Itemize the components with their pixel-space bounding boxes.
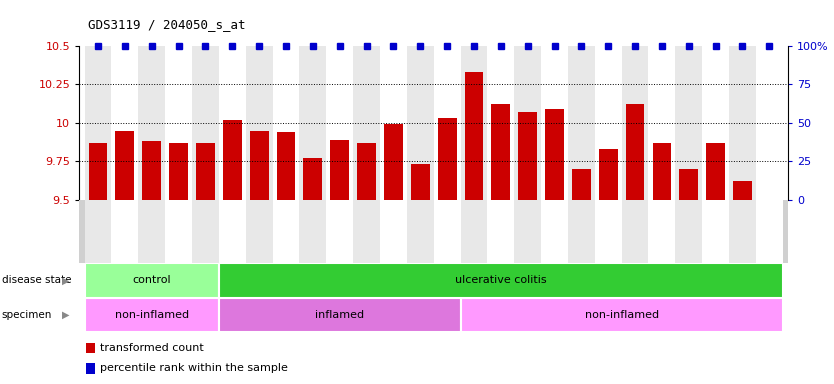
Bar [733,181,752,200]
Bar [411,164,430,200]
Bar [115,131,134,200]
Bar [702,46,729,200]
Text: percentile rank within the sample: percentile rank within the sample [100,363,289,374]
Bar [87,343,95,353]
Bar [165,46,192,200]
Bar [277,132,295,200]
Bar [299,200,326,263]
Bar [219,200,246,263]
Bar [246,46,273,200]
Bar [706,143,725,200]
Text: inflamed: inflamed [315,310,364,320]
Text: ▶: ▶ [62,275,69,285]
Bar [219,46,246,200]
Text: non-inflamed: non-inflamed [585,310,659,320]
Bar [515,200,541,263]
Bar [649,200,676,263]
Bar [84,46,112,200]
Bar [353,46,380,200]
Bar [407,46,434,200]
Bar [304,158,322,200]
Bar [434,46,460,200]
Bar [729,200,756,263]
Bar [326,46,353,200]
Bar [273,46,299,200]
Bar [460,200,487,263]
Bar [246,200,273,263]
Bar [465,72,484,200]
Bar [87,363,95,374]
Bar [138,200,165,263]
Bar [112,200,138,263]
Bar [407,200,434,263]
Text: disease state: disease state [2,275,71,285]
Bar [649,46,676,200]
Bar [680,169,698,200]
Bar [595,200,621,263]
Bar [169,143,188,200]
Bar [621,200,649,263]
Text: control: control [133,275,171,285]
Bar [165,200,192,263]
Text: non-inflamed: non-inflamed [114,310,188,320]
Bar [572,169,590,200]
Bar [380,46,407,200]
Bar [438,118,456,200]
Bar [196,143,215,200]
Bar [460,298,783,332]
Bar [84,298,219,332]
Bar [756,200,783,263]
Bar [515,46,541,200]
Bar [518,112,537,200]
Bar [192,200,219,263]
Bar [599,149,618,200]
Bar [756,46,783,200]
Bar [353,200,380,263]
Bar [357,143,376,200]
Text: transformed count: transformed count [100,343,204,353]
Bar [223,120,242,200]
Bar [326,200,353,263]
Bar [330,140,349,200]
Text: ulcerative colitis: ulcerative colitis [455,275,546,285]
Bar [626,104,645,200]
Bar [676,46,702,200]
Bar [460,46,487,200]
Bar [249,131,269,200]
Bar [380,200,407,263]
Bar [541,46,568,200]
Bar [729,46,756,200]
Bar [299,46,326,200]
Bar [487,200,515,263]
Bar [219,263,783,298]
Bar [112,46,138,200]
Bar [273,200,299,263]
Bar [84,263,219,298]
Bar [143,141,161,200]
Bar [541,200,568,263]
Bar [702,200,729,263]
Bar [545,109,564,200]
Bar [676,200,702,263]
Bar [192,46,219,200]
Text: GDS3119 / 204050_s_at: GDS3119 / 204050_s_at [88,18,245,31]
Bar [621,46,649,200]
Bar [219,298,460,332]
Bar [568,200,595,263]
Text: ▶: ▶ [62,310,69,320]
Bar [491,104,510,200]
Bar [568,46,595,200]
Bar [84,200,112,263]
Bar [138,46,165,200]
Text: specimen: specimen [2,310,52,320]
Bar [88,143,108,200]
Bar [384,124,403,200]
Bar [652,143,671,200]
Bar [595,46,621,200]
Bar [434,200,460,263]
Bar [487,46,515,200]
